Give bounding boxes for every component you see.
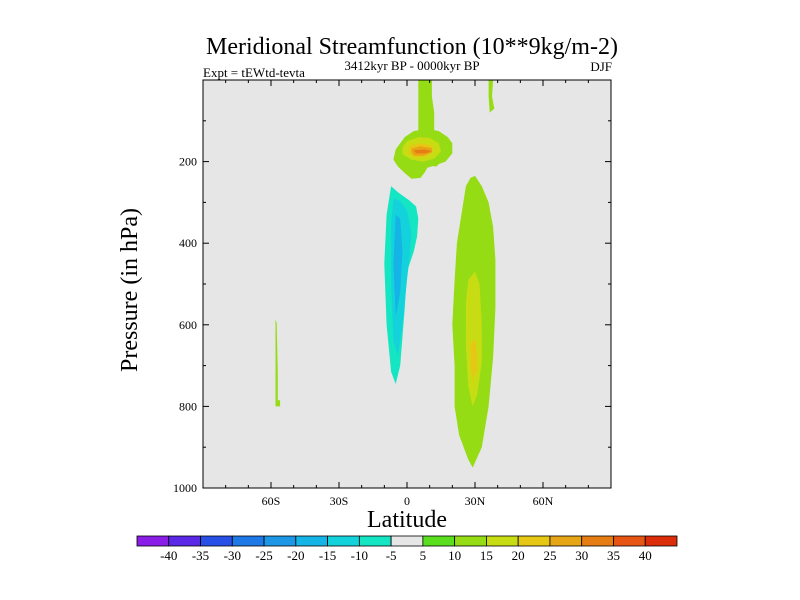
x-tick-label: 0: [404, 494, 410, 508]
colorbar-box: [422, 535, 456, 547]
contour-positive-cell-top-stem: [418, 80, 435, 131]
contour-sh-positive-sliver: [275, 319, 281, 407]
colorbar-box: [263, 535, 297, 547]
contour-subtropical-positive-core-20: [470, 339, 478, 380]
colorbar-label: 20: [512, 548, 525, 563]
contour-positive-cell-core-30: [413, 149, 432, 154]
colorbar-label: -5: [386, 548, 397, 563]
y-tick-label: 200: [179, 155, 197, 169]
colorbar-label: 35: [607, 548, 620, 563]
x-tick-label: 60N: [533, 494, 554, 508]
colorbar-label: 40: [639, 548, 652, 563]
y-axis-label: Pressure (in hPa): [117, 208, 143, 372]
colorbar-box: [486, 535, 519, 547]
colorbar-box: [295, 535, 328, 547]
contour-negative-cell-side-lobe: [416, 218, 430, 286]
colorbar-box: [136, 535, 170, 547]
colorbar-label: 15: [480, 548, 493, 563]
contour-negative-cell-upper-extension: [416, 198, 437, 210]
colorbar-box: [581, 535, 614, 547]
colorbar-box: [200, 535, 233, 547]
x-tick-label: 30S: [330, 494, 349, 508]
colorbar-label: -20: [287, 548, 304, 563]
colorbar-box: [549, 535, 583, 547]
chart-subtitle: 3412kyr BP - 0000kyr BP: [344, 58, 479, 73]
colorbar-box: [358, 535, 392, 547]
colorbar: -40 -35 -30 -25 -20 -15 -10 -5 5 10 15 20 25 30 35 40: [136, 535, 678, 563]
contour-negative-core-20: [393, 214, 403, 317]
x-tick-label: 60S: [262, 494, 281, 508]
colorbar-label: 25: [543, 548, 556, 563]
x-axis-label: Latitude: [367, 507, 447, 533]
colorbar-box: [390, 535, 424, 547]
contour-stem-right-side: [429, 159, 441, 167]
season-label: DJF: [590, 59, 612, 74]
y-tick-label: 400: [179, 236, 197, 250]
colorbar-label: -25: [255, 548, 272, 563]
colorbar-label: -40: [160, 548, 177, 563]
colorbar-box: [517, 535, 551, 547]
colorbar-label: 10: [448, 548, 461, 563]
x-tick-label: 30N: [465, 494, 486, 508]
colorbar-box: [454, 535, 487, 547]
contour-midlat-negative-cell: [497, 208, 528, 436]
colorbar-box: [644, 535, 678, 547]
colorbar-box: [231, 535, 265, 547]
contour-subtropical-positive-core-15: [465, 271, 482, 407]
colorbar-label: -15: [319, 548, 336, 563]
colorbar-box: [613, 535, 646, 547]
contour-fills: [275, 80, 528, 473]
colorbar-box: [327, 535, 360, 547]
contour-upper-sh-negative-sliver: [293, 80, 301, 119]
contour-upper-subtrop-positive-sliver: [488, 80, 495, 113]
chart-title: Meridional Streamfunction (10**9kg/m-2): [206, 34, 618, 60]
colorbar-label: 5: [420, 548, 427, 563]
colorbar-label: -35: [192, 548, 209, 563]
colorbar-box: [168, 535, 201, 547]
colorbar-label: -10: [351, 548, 368, 563]
colorbar-label: 30: [575, 548, 588, 563]
y-tick-label: 1000: [173, 481, 197, 495]
colorbar-label: -30: [224, 548, 241, 563]
experiment-label: Expt = tEWtd-tevta: [203, 65, 305, 80]
y-tick-label: 600: [179, 318, 197, 332]
axes: 60S 30S 0 30N 60N 200 400 600 800 1000: [173, 80, 611, 508]
y-tick-label: 800: [179, 399, 197, 413]
